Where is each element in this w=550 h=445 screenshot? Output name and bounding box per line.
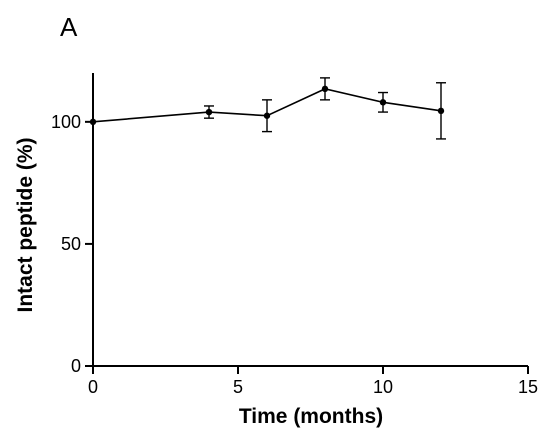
- x-tick-label: 0: [88, 377, 98, 397]
- x-axis-title: Time (months): [239, 405, 383, 428]
- axes: 0 5 10 15 0 50 100: [51, 73, 538, 397]
- data-point: [437, 107, 445, 115]
- y-axis-title: Intact peptide (%): [14, 137, 37, 312]
- panel-label: A: [60, 12, 78, 42]
- plot-area: [89, 77, 446, 140]
- y-tick-label: 100: [51, 112, 81, 132]
- y-tick-label: 50: [61, 234, 81, 254]
- series-line: [92, 88, 442, 123]
- x-tick-label: 10: [373, 377, 393, 397]
- data-point: [379, 99, 387, 106]
- x-tick-label: 15: [518, 377, 538, 397]
- y-tick-label: 0: [71, 356, 81, 376]
- data-point: [205, 108, 213, 116]
- x-tick-label: 5: [233, 377, 243, 397]
- data-point: [321, 85, 329, 93]
- data-point: [263, 112, 271, 119]
